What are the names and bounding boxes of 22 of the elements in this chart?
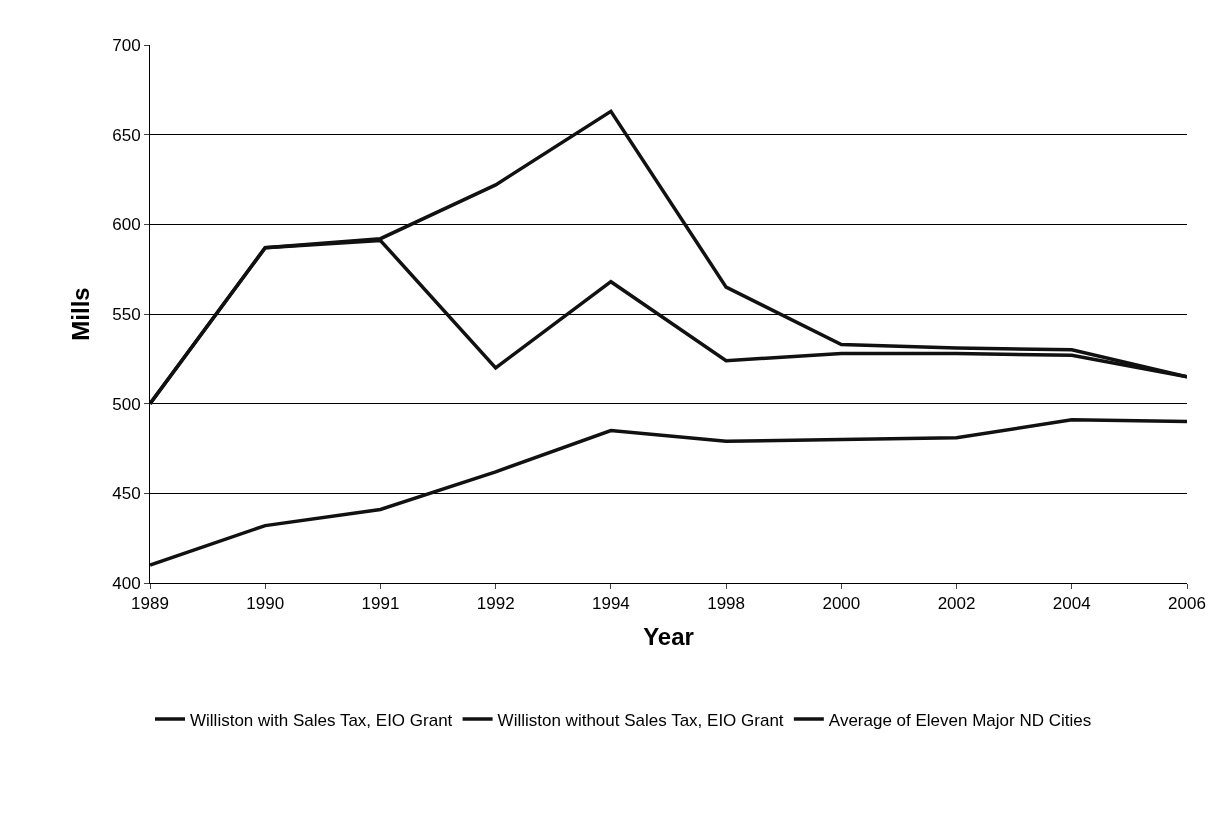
x-tick-label: 1994 <box>591 594 630 614</box>
x-tick-label: 1990 <box>246 594 285 614</box>
x-tick-label: 1998 <box>707 594 746 614</box>
legend-label: Williston with Sales Tax, EIO Grant <box>190 710 453 730</box>
y-tick-label: 400 <box>112 573 141 593</box>
x-axis-title: Year <box>643 622 694 650</box>
y-tick-label: 550 <box>112 304 141 324</box>
x-tick-label: 1991 <box>361 594 400 614</box>
legend-label: Williston without Sales Tax, EIO Grant <box>497 710 784 730</box>
x-tick-label: 2002 <box>937 594 976 614</box>
y-tick-label: 600 <box>112 215 141 235</box>
y-tick-label: 700 <box>112 35 141 55</box>
x-tick-label: 2006 <box>1168 594 1206 614</box>
y-tick-label: 650 <box>112 125 141 145</box>
x-tick-label: 1992 <box>476 594 515 614</box>
legend-label: Average of Eleven Major ND Cities <box>828 710 1092 730</box>
x-tick-label: 2004 <box>1052 594 1091 614</box>
y-axis-title: Mills <box>67 287 95 341</box>
x-tick-label: 2000 <box>822 594 861 614</box>
y-tick-label: 500 <box>112 394 141 414</box>
x-tick-label: 1989 <box>131 594 169 614</box>
y-tick-label: 450 <box>112 484 141 504</box>
